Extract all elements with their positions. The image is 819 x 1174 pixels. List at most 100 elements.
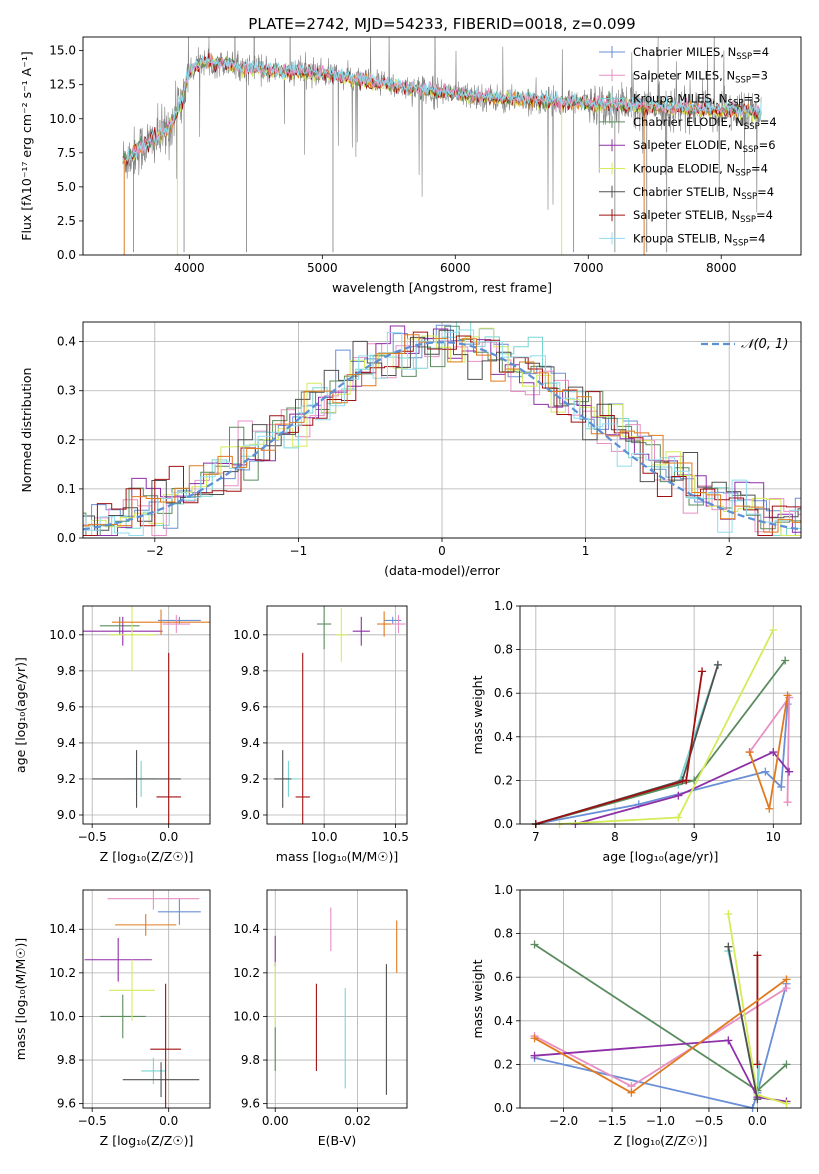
y-tick-label: 0.8 xyxy=(494,927,513,941)
legend-entry-sub: SSP xyxy=(735,169,751,179)
series-marker xyxy=(530,1034,539,1043)
series-line xyxy=(727,946,759,1100)
axes: 4000 5000 6000 7000 8000 0.0 2.5 5.0 7.5 10.0 12.5… xyxy=(19,36,802,295)
x-axis-label: Z [log₁₀(Z/Z☉)] xyxy=(100,1133,194,1148)
data-spectrum xyxy=(122,37,762,213)
model-spectrum-kroupa_stelib xyxy=(122,54,762,164)
series-line xyxy=(575,750,790,825)
y-tick-label: 12.5 xyxy=(49,78,76,92)
x-tick-label: 0.02 xyxy=(344,1114,371,1128)
axes: −2 −1 0 1 2 0.0 0.1 0.2 0.3 0.4 (data-model)/error… xyxy=(19,321,802,578)
age-vs-z-panel: −0.5 0.0 9.0 9.2 9.4 9.6 9.8 10.0 Z [log₁₀(Z/Z☉)… xyxy=(13,605,211,864)
y-tick-label: 0.0 xyxy=(57,248,76,262)
grid xyxy=(83,322,801,539)
series-marker xyxy=(781,656,790,665)
error-bar-point xyxy=(122,1062,200,1098)
legend-entry-name: Kroupa MILES, N xyxy=(633,92,728,106)
error-bar-point xyxy=(335,607,347,662)
plot-area xyxy=(274,907,398,1095)
y-tick-label: 2.5 xyxy=(57,214,76,228)
series-marker xyxy=(783,691,792,700)
y-tick-label: 5.0 xyxy=(57,180,76,194)
y-tick-label: 9.6 xyxy=(57,1097,76,1111)
error-bar-point xyxy=(92,750,181,808)
axes: −0.5 0.0 9.0 9.2 9.4 9.6 9.8 10.0 Z [log₁₀(Z/Z☉)… xyxy=(13,605,211,864)
y-axis-label: Normed distribution xyxy=(19,368,34,493)
y-tick-label: 0.0 xyxy=(494,817,513,831)
axes: 10.0 10.5 9.0 9.2 9.4 9.6 9.8 10.0 mass [log₁₀(M… xyxy=(233,605,409,864)
legend-entry-sub: SSP xyxy=(733,238,749,248)
x-tick-label: −2.0 xyxy=(549,1114,578,1128)
legend-entry: Salpeter MILES, NSSP=3 xyxy=(633,68,768,85)
series-line xyxy=(748,695,789,809)
legend-entry-count: =4 xyxy=(752,45,769,59)
x-tick-label: −1 xyxy=(290,544,308,558)
x-tick-label: 7000 xyxy=(573,261,604,275)
legend-entry-sub: SSP xyxy=(744,122,760,132)
y-tick-label: 0.0 xyxy=(494,1101,513,1115)
x-axis-label: (data-model)/error xyxy=(384,563,501,578)
legend-entry-count: =4 xyxy=(757,185,774,199)
x-axis-label: E(B-V) xyxy=(318,1133,357,1148)
y-tick-label: 0.0 xyxy=(57,531,76,545)
error-bar-point xyxy=(150,983,181,1108)
legend-entry-sub: SSP xyxy=(735,75,751,85)
error-bar-point xyxy=(99,616,140,635)
x-axis-label: wavelength [Angstrom, rest frame] xyxy=(332,280,552,295)
error-bar-point xyxy=(157,898,201,925)
legend-entry-count: =6 xyxy=(759,138,776,152)
y-tick-label: 0.4 xyxy=(494,730,513,744)
x-tick-label: 1 xyxy=(582,544,590,558)
histogram-salpeter_stelib xyxy=(83,331,801,536)
legend-entry: Salpeter STELIB, NSSP=4 xyxy=(633,208,773,225)
error-bar-point xyxy=(109,606,155,671)
legend-entry: Chabrier MILES, NSSP=4 xyxy=(633,45,769,62)
y-tick-label: 7.5 xyxy=(57,146,76,160)
model-spectrum-chabrier_elodie xyxy=(122,56,762,164)
y-axis-label: age [log₁₀(age/yr)] xyxy=(13,657,28,773)
y-tick-label: 9.6 xyxy=(241,700,260,714)
y-tick-label: 10.2 xyxy=(49,966,76,980)
x-tick-label: 6000 xyxy=(440,261,471,275)
legend-entry-count: =3 xyxy=(743,92,760,106)
error-bar-point xyxy=(99,994,146,1039)
x-axis-label: Z [log₁₀(Z/Z☉)] xyxy=(614,1133,708,1148)
legend-entry-name: Salpeter MILES, N xyxy=(633,68,735,82)
mass-weight-vs-age-panel: 7 8 9 10 0.0 0.2 0.4 0.6 0.8 1.0 age [log₁₀(age/yr… xyxy=(470,599,802,864)
error-bar-point xyxy=(112,609,210,635)
gaussian-curve xyxy=(83,341,801,531)
error-bar-point xyxy=(107,890,200,910)
series-marker xyxy=(785,767,794,776)
legend: 𝒩(0, 1) xyxy=(701,337,788,352)
series-marker xyxy=(777,782,786,791)
y-tick-label: 10.0 xyxy=(233,1009,260,1023)
x-tick-label: 8000 xyxy=(706,261,737,275)
y-tick-label: 9.8 xyxy=(57,664,76,678)
x-tick-label: 0.0 xyxy=(748,1114,767,1128)
legend-entry-count: =4 xyxy=(748,231,765,245)
series-chabrier_miles xyxy=(531,700,792,828)
chart-title: PLATE=2742, MJD=54233, FIBERID=0018, z=0… xyxy=(248,15,635,33)
y-tick-label: 0.4 xyxy=(57,335,76,349)
error-bar-point xyxy=(352,616,370,646)
series-marker xyxy=(627,1088,636,1097)
series-salpeter_elodie xyxy=(571,748,794,828)
x-axis-label: mass [log₁₀(M/M☉)] xyxy=(276,849,398,864)
x-tick-label: 5000 xyxy=(307,261,338,275)
legend-entry-sub: SSP xyxy=(743,145,759,155)
grid xyxy=(520,605,801,825)
axes: 0.00 0.02 9.6 9.8 10.0 10.2 10.4 E(B-V) xyxy=(233,889,408,1148)
error-bar-point xyxy=(391,615,406,634)
grid xyxy=(83,890,210,1108)
axes-frame xyxy=(266,889,408,1109)
y-tick-label: 0.2 xyxy=(494,1057,513,1071)
series-marker xyxy=(782,1060,791,1069)
legend-entry: Kroupa ELODIE, NSSP=4 xyxy=(633,162,768,179)
legend-entry-count: =4 xyxy=(760,115,777,129)
series-marker xyxy=(674,813,683,822)
series-chabrier_elodie xyxy=(531,656,790,828)
series-salpeter_stelib xyxy=(531,667,707,828)
x-tick-label: 0 xyxy=(438,544,446,558)
